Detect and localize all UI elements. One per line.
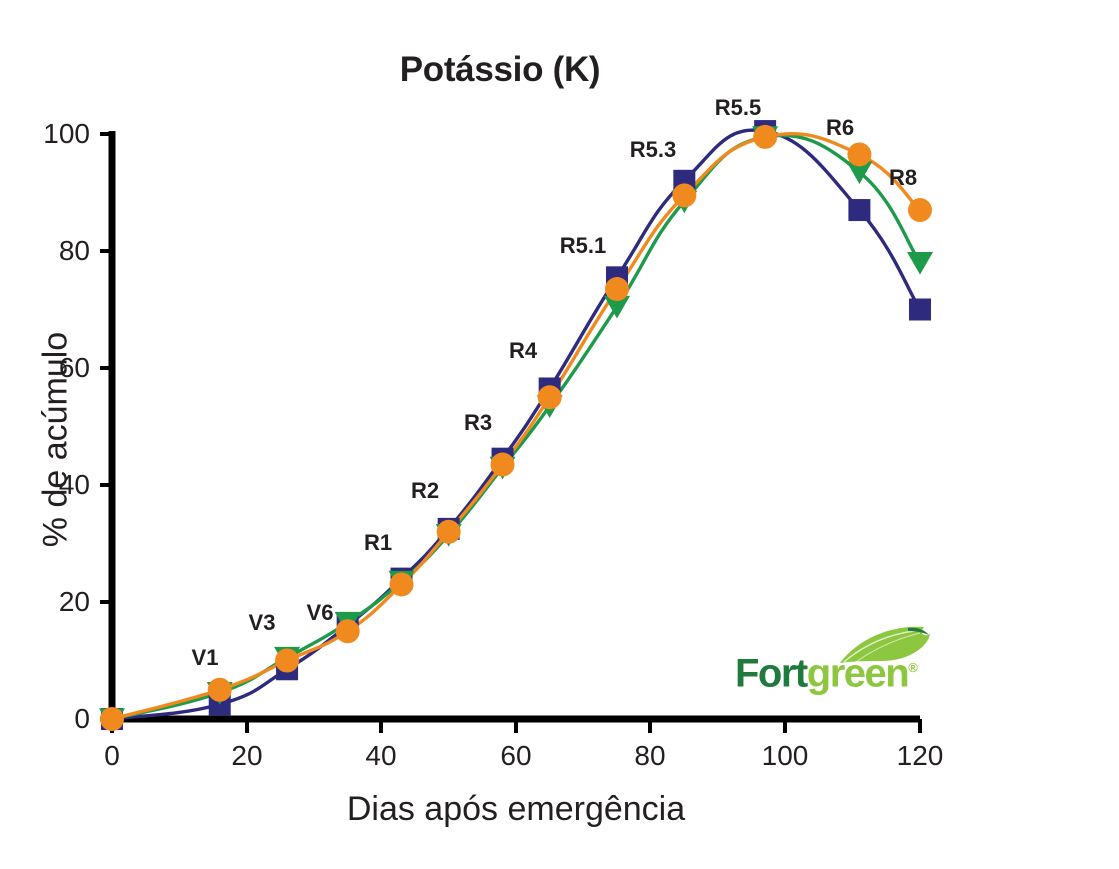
- y-tick-label-20: 20: [58, 586, 90, 617]
- data-point-marker: [207, 677, 232, 702]
- data-point-marker: [436, 519, 461, 544]
- x-tick-label-40: 40: [365, 740, 397, 771]
- data-point-marker: [100, 707, 124, 731]
- stage-label-R1: R1: [363, 530, 393, 555]
- data-point-marker: [753, 124, 778, 149]
- logo-wordmark: Fortgreen®: [735, 647, 918, 694]
- x-tick-label-60: 60: [500, 740, 532, 771]
- logo-registered-mark: ®: [908, 660, 918, 675]
- data-point-marker: [847, 142, 872, 167]
- leaf-icon: [840, 626, 930, 663]
- y-tick-label-100: 100: [43, 118, 90, 149]
- logo-fort-text: Fort: [735, 651, 808, 696]
- data-point-marker: [846, 161, 873, 184]
- fortgreen-logo: Fortgreen®: [735, 625, 935, 695]
- x-tick-label-20: 20: [231, 740, 263, 771]
- y-tick-label-60: 60: [58, 352, 90, 383]
- y-tick-label-40: 40: [58, 469, 90, 500]
- data-point-marker: [907, 252, 933, 275]
- stage-label-V3: V3: [248, 610, 276, 635]
- data-point-marker: [848, 199, 871, 222]
- stage-label-R5-5: R5.5: [714, 95, 762, 120]
- series-markers-serie-laranja: [100, 124, 932, 731]
- data-point-marker: [605, 277, 629, 302]
- data-point-marker: [389, 572, 414, 597]
- data-point-marker: [335, 619, 360, 644]
- stage-label-R5-1: R5.1: [559, 233, 607, 258]
- stage-label-R8: R8: [888, 165, 918, 190]
- x-axis-label: Dias após emergência: [346, 790, 686, 828]
- stage-label-R5-3: R5.3: [629, 137, 677, 162]
- data-point-marker: [909, 298, 931, 321]
- stage-label-R6: R6: [825, 115, 855, 140]
- chart-title: Potássio (K): [399, 50, 601, 89]
- y-tick-label-0: 0: [74, 703, 90, 734]
- stage-label-V6: V6: [306, 600, 334, 625]
- data-point-marker: [672, 183, 697, 208]
- data-point-marker: [908, 198, 932, 223]
- x-tick-label-100: 100: [761, 740, 809, 771]
- stage-label-R2: R2: [410, 478, 440, 503]
- data-point-marker: [275, 648, 300, 673]
- y-tick-label-80: 80: [58, 235, 90, 266]
- x-tick-label-0: 0: [104, 740, 120, 771]
- x-tick-label-80: 80: [634, 740, 666, 771]
- logo-green-text: green: [806, 651, 910, 696]
- data-point-marker: [490, 452, 515, 477]
- data-series-group: [99, 120, 933, 731]
- data-point-marker: [537, 385, 562, 410]
- stage-label-R4: R4: [508, 338, 538, 363]
- stage-label-V1: V1: [191, 645, 219, 670]
- data-point-marker: [604, 295, 630, 319]
- stage-label-R3: R3: [463, 410, 493, 435]
- x-tick-label-120: 120: [896, 740, 944, 771]
